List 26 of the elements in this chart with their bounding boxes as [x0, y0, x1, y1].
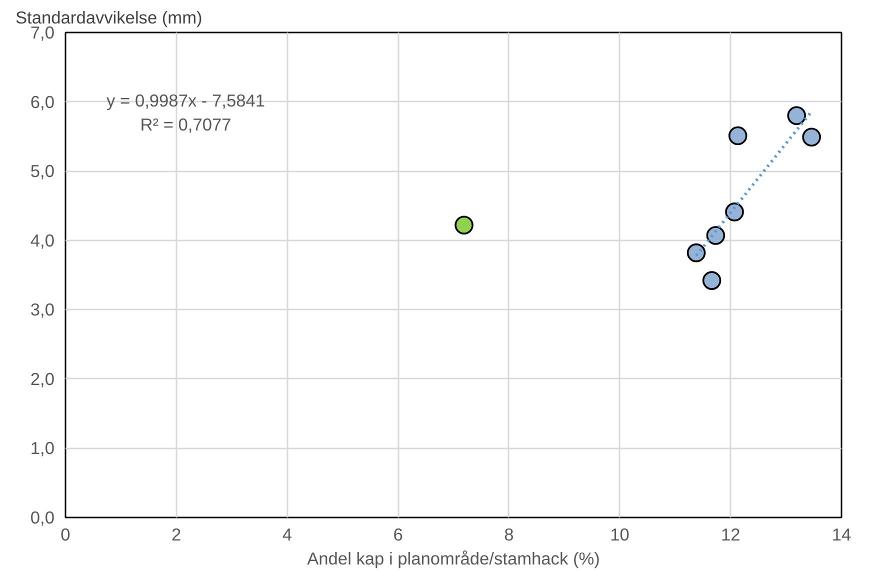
point — [706, 226, 726, 245]
y-tick-label: 3,0 — [30, 300, 55, 320]
x-tick-label: 0 — [60, 524, 70, 544]
point — [787, 106, 806, 126]
point — [702, 271, 722, 290]
y-tick-label: 4,0 — [30, 230, 55, 250]
x-axis-title: Andel kap i planområde/stamhack (%) — [307, 548, 600, 568]
y-tick-label: 1,0 — [30, 438, 55, 458]
x-tick-label: 6 — [393, 524, 403, 544]
x-tick-label: 2 — [172, 524, 182, 544]
y-tick-label: 6,0 — [30, 92, 55, 112]
x-tick-label: 4 — [282, 524, 292, 544]
point — [686, 243, 706, 262]
point — [725, 202, 744, 222]
annotation: R² = 0,7077 — [140, 114, 232, 134]
x-tick-label: 10 — [610, 524, 630, 544]
y-tick-label: 5,0 — [30, 161, 55, 182]
x-tick-label: 14 — [832, 524, 852, 544]
point — [728, 126, 748, 146]
y-tick-label: 0,0 — [30, 508, 55, 528]
point — [802, 128, 821, 147]
annotation: y = 0,9987x - 7,5841 — [106, 90, 266, 110]
y-tick-label: 2,0 — [30, 368, 55, 389]
point — [454, 216, 474, 234]
x-tick-label: 8 — [504, 524, 514, 544]
x-tick-label: 12 — [721, 524, 740, 544]
